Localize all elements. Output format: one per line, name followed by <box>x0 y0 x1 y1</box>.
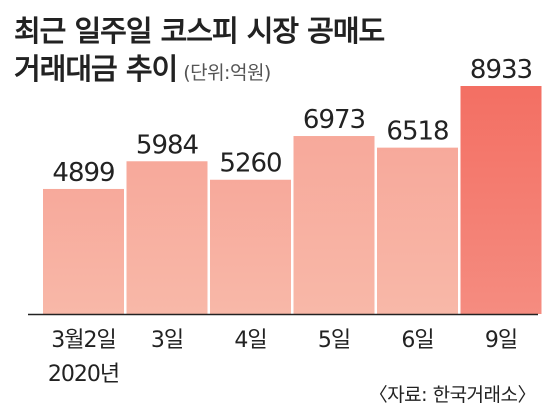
value-label-4: 6518 <box>386 117 448 147</box>
bar-4 <box>377 147 458 314</box>
category-label-5: 9일 <box>485 328 517 353</box>
category-label-2: 4일 <box>234 328 266 353</box>
chart-title: 최근 일주일 코스피 시장 공매도 거래대금 추이 (단위:억원) <box>14 12 385 92</box>
category-label-3: 5일 <box>318 328 350 353</box>
category-label-0-line0: 3월2일 <box>51 328 115 353</box>
category-label-4: 6일 <box>401 328 433 353</box>
bar-3 <box>293 136 375 314</box>
value-label-0: 4899 <box>52 158 114 188</box>
chart-title-line1: 최근 일주일 코스피 시장 공매도 <box>14 14 385 48</box>
bar-5 <box>460 86 542 314</box>
bar-0 <box>43 188 124 314</box>
category-label-0-line1: 2020년 <box>48 362 119 387</box>
category-label-1: 3일 <box>151 328 183 353</box>
value-label-3: 6973 <box>303 105 365 135</box>
chart-title-line2: 거래대금 추이 (단위:억원) <box>14 50 384 92</box>
chart-title-line2-text: 거래대금 추이 <box>14 52 178 86</box>
value-label-2: 5260 <box>219 149 281 179</box>
bar-1 <box>126 161 208 314</box>
unit-label: (단위:억원) <box>183 62 271 84</box>
value-label-1: 5984 <box>136 130 199 160</box>
bar-2 <box>210 179 291 314</box>
source-note: 〈자료: 한국거래소〉 <box>368 384 537 406</box>
value-label-5: 8933 <box>470 55 532 85</box>
